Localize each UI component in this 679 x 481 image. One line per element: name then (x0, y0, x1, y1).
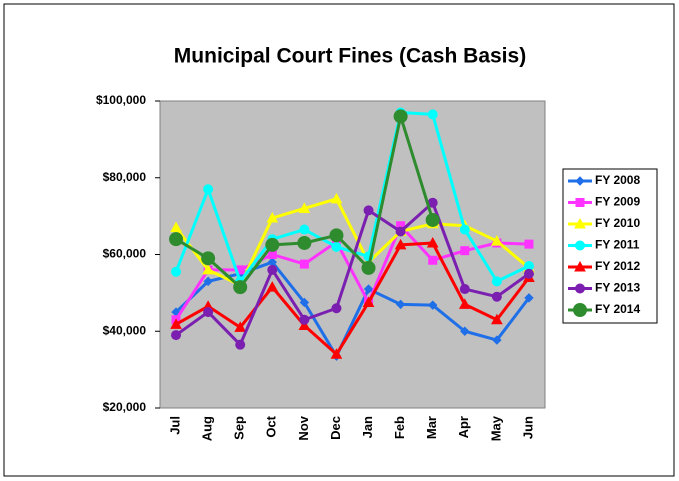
y-tick-label: $100,000 (96, 93, 146, 107)
x-tick-label: May (488, 415, 503, 441)
x-tick-label: Oct (264, 415, 279, 437)
marker (329, 228, 344, 243)
marker (491, 235, 503, 246)
x-tick-label: Sep (232, 416, 247, 440)
marker (299, 297, 310, 308)
marker (573, 303, 587, 317)
marker (394, 238, 407, 250)
series-line (175, 260, 531, 358)
marker (426, 236, 439, 248)
marker (459, 224, 470, 235)
marker (574, 217, 586, 229)
marker (428, 300, 438, 310)
marker (575, 198, 585, 207)
x-tick-label: Apr (456, 416, 471, 438)
marker (298, 202, 311, 213)
marker (171, 266, 182, 277)
marker (523, 268, 534, 279)
marker (428, 255, 438, 265)
marker (171, 330, 182, 341)
marker (491, 291, 502, 302)
marker (363, 205, 374, 216)
marker (169, 232, 184, 247)
marker (395, 299, 406, 310)
x-tick-label: Dec (328, 416, 343, 440)
marker (459, 284, 470, 295)
marker (427, 109, 438, 120)
marker (233, 280, 248, 295)
x-tick-label: Nov (296, 415, 311, 440)
x-tick-label: Jan (360, 416, 375, 438)
legend-label: FY 2009 (595, 195, 640, 209)
marker (460, 246, 470, 256)
x-tick-label: Jun (520, 416, 535, 439)
legend-label: FY 2011 (595, 238, 640, 252)
marker (575, 283, 585, 294)
x-tick-label: Mar (424, 416, 439, 439)
marker (393, 109, 408, 124)
marker (266, 212, 279, 223)
marker (299, 259, 309, 269)
marker (203, 276, 213, 287)
marker (299, 314, 310, 325)
marker (395, 226, 406, 237)
marker (234, 321, 247, 332)
legend-label: FY 2012 (595, 259, 640, 273)
marker (330, 348, 343, 359)
x-tick-label: Feb (392, 416, 407, 439)
y-tick-label: $60,000 (103, 247, 147, 261)
y-tick-label: $20,000 (103, 400, 147, 414)
marker (331, 241, 342, 252)
marker (297, 235, 312, 250)
series-line (175, 241, 531, 356)
x-tick-label: Aug (200, 416, 215, 441)
legend-label: FY 2014 (595, 302, 640, 316)
marker (235, 339, 246, 350)
marker (266, 281, 279, 292)
marker (491, 313, 503, 325)
marker (331, 303, 342, 314)
marker (203, 184, 214, 195)
marker (575, 176, 585, 186)
y-tick-label: $80,000 (103, 170, 147, 184)
legend-label: FY 2010 (595, 216, 640, 230)
marker (267, 264, 278, 275)
legend-label: FY 2013 (595, 281, 640, 295)
marker (574, 260, 586, 272)
marker (362, 296, 375, 307)
chart-title: Municipal Court Fines (Cash Basis) (174, 45, 526, 68)
marker (524, 293, 534, 303)
marker (361, 260, 376, 275)
marker (202, 263, 214, 275)
marker (299, 224, 310, 235)
marker (298, 319, 311, 330)
marker (491, 276, 502, 287)
marker (363, 284, 374, 294)
marker (330, 192, 343, 204)
marker (425, 212, 440, 227)
marker (524, 239, 534, 249)
legend-label: FY 2008 (595, 173, 640, 187)
series-line (175, 201, 530, 347)
marker (201, 251, 216, 266)
marker (492, 335, 502, 345)
marker (458, 298, 471, 309)
marker (203, 307, 214, 318)
marker (265, 237, 280, 252)
marker (575, 240, 585, 251)
marker (170, 221, 182, 233)
x-tick-label: Jul (167, 416, 182, 435)
marker (460, 326, 470, 336)
marker (170, 318, 182, 329)
y-tick-label: $40,000 (103, 323, 147, 337)
